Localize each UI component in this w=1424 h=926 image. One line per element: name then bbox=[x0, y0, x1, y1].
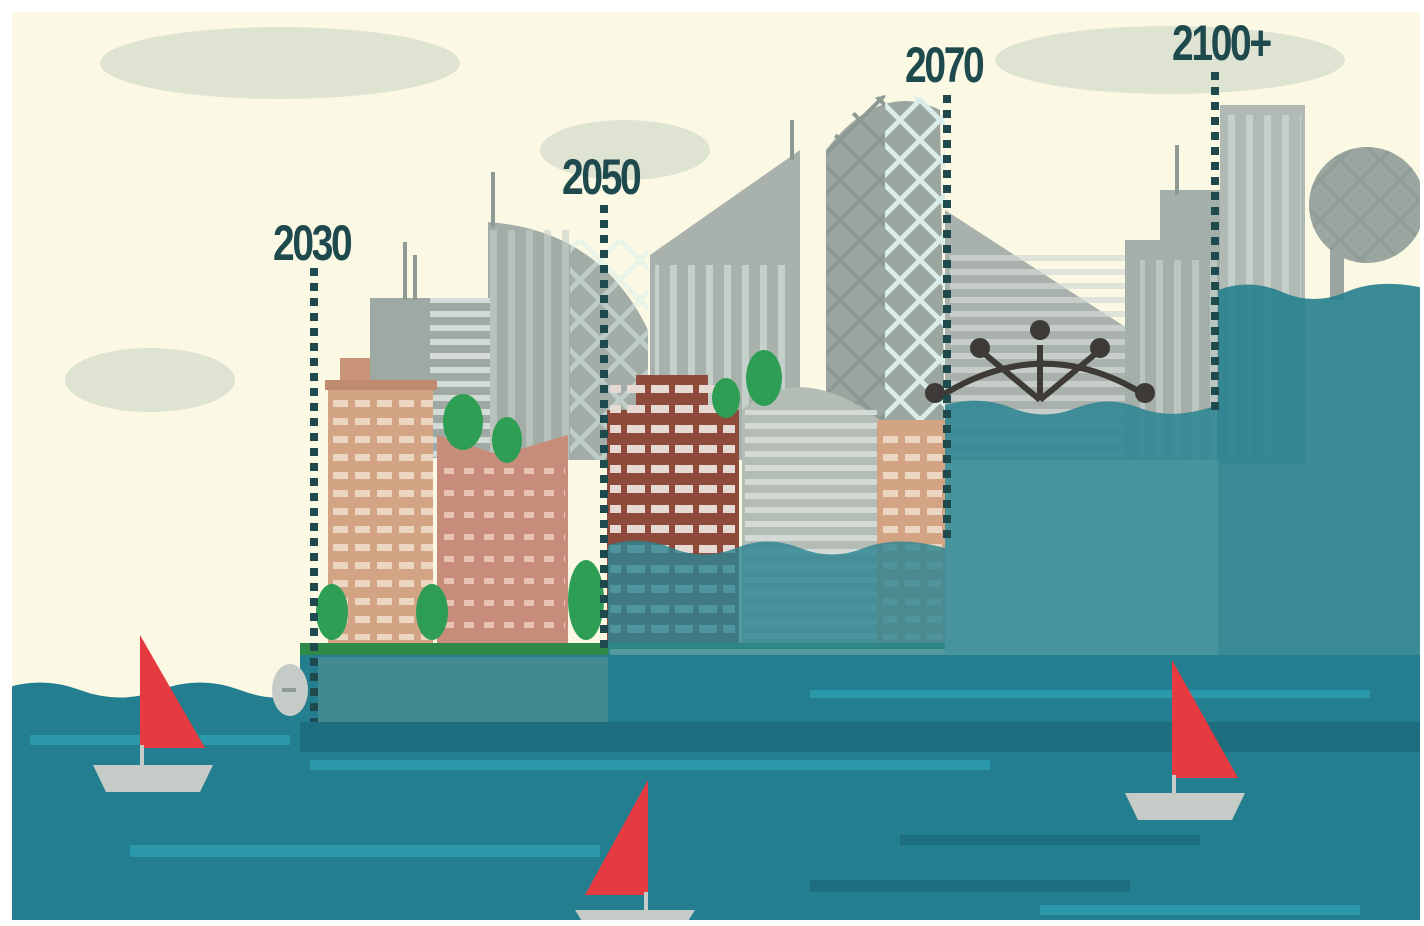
sailboat-right bbox=[1125, 660, 1245, 820]
year-label-2070: 2070 bbox=[905, 37, 985, 93]
year-label-2050: 2050 bbox=[562, 149, 642, 205]
sea bbox=[0, 655, 1424, 926]
clouds bbox=[65, 26, 1345, 412]
sailboat-left bbox=[93, 635, 213, 792]
flood-water bbox=[608, 283, 1424, 660]
trees bbox=[316, 350, 782, 640]
ground bbox=[300, 643, 610, 657]
timeline-markers bbox=[310, 72, 1219, 722]
year-label-2030: 2030 bbox=[273, 215, 353, 271]
year-label-2100-plus: 2100+ bbox=[1172, 15, 1272, 71]
